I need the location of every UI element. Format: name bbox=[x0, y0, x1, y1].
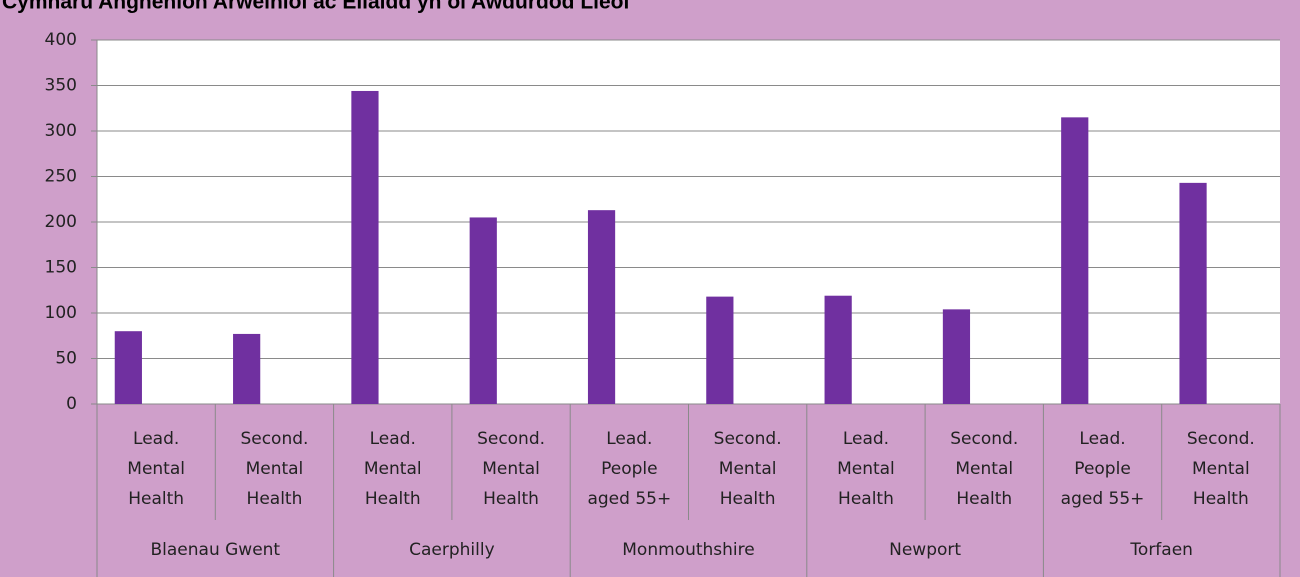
x-tick-label: Second. bbox=[240, 429, 308, 449]
bar bbox=[587, 210, 616, 404]
x-tick-label: Lead. bbox=[133, 429, 179, 449]
y-tick-label: 150 bbox=[45, 258, 77, 278]
bar bbox=[114, 331, 142, 404]
x-tick-label: Second. bbox=[950, 429, 1018, 449]
y-tick-label: 200 bbox=[45, 212, 77, 232]
x-tick-label: Lead. bbox=[1079, 429, 1125, 449]
x-tick-label: Health bbox=[365, 489, 421, 509]
y-tick-label: 50 bbox=[55, 349, 77, 369]
x-tick-label: Mental bbox=[127, 459, 185, 479]
x-tick-label: Health bbox=[128, 489, 184, 509]
x-tick-label: Second. bbox=[714, 429, 782, 449]
x-tick-label: Mental bbox=[482, 459, 540, 479]
group-label: Monmouthshire bbox=[622, 540, 754, 560]
bar bbox=[706, 296, 734, 404]
group-label: Torfaen bbox=[1129, 540, 1193, 560]
x-tick-label: Health bbox=[838, 489, 894, 509]
x-tick-label: Mental bbox=[837, 459, 895, 479]
x-tick-label: Lead. bbox=[843, 429, 889, 449]
x-tick-label: aged 55+ bbox=[1061, 489, 1145, 509]
x-tick-label: Mental bbox=[719, 459, 777, 479]
x-tick-label: Health bbox=[247, 489, 303, 509]
x-tick-label: Health bbox=[720, 489, 776, 509]
y-tick-label: 350 bbox=[45, 76, 77, 96]
x-tick-label: Mental bbox=[364, 459, 422, 479]
bar bbox=[469, 217, 497, 404]
x-tick-label: Health bbox=[956, 489, 1012, 509]
x-tick-label: Lead. bbox=[370, 429, 416, 449]
x-tick-label: Mental bbox=[246, 459, 304, 479]
y-tick-label: 100 bbox=[45, 303, 77, 323]
x-tick-label: People bbox=[1074, 459, 1130, 479]
x-tick-label: People bbox=[601, 459, 657, 479]
group-label: Caerphilly bbox=[409, 540, 495, 560]
y-tick-label: 300 bbox=[45, 121, 77, 141]
y-tick-label: 250 bbox=[45, 167, 77, 187]
bar bbox=[1061, 117, 1089, 404]
bar bbox=[942, 309, 971, 404]
bar bbox=[233, 333, 261, 404]
chart-title: Cymharu Anghenion Arweiniol ac Eilaidd y… bbox=[2, 0, 629, 14]
bar bbox=[351, 90, 379, 405]
x-tick-label: aged 55+ bbox=[587, 489, 671, 509]
x-tick-label: Second. bbox=[477, 429, 545, 449]
group-label: Blaenau Gwent bbox=[150, 540, 280, 560]
bar bbox=[824, 295, 852, 404]
x-tick-label: Health bbox=[483, 489, 539, 509]
x-tick-label: Health bbox=[1193, 489, 1249, 509]
x-tick-label: Second. bbox=[1187, 429, 1255, 449]
y-tick-label: 400 bbox=[45, 30, 77, 50]
group-label: Newport bbox=[889, 540, 961, 560]
x-tick-label: Lead. bbox=[606, 429, 652, 449]
x-tick-label: Mental bbox=[1192, 459, 1250, 479]
bar bbox=[1179, 182, 1207, 404]
x-tick-label: Mental bbox=[955, 459, 1013, 479]
y-tick-label: 0 bbox=[66, 394, 77, 414]
